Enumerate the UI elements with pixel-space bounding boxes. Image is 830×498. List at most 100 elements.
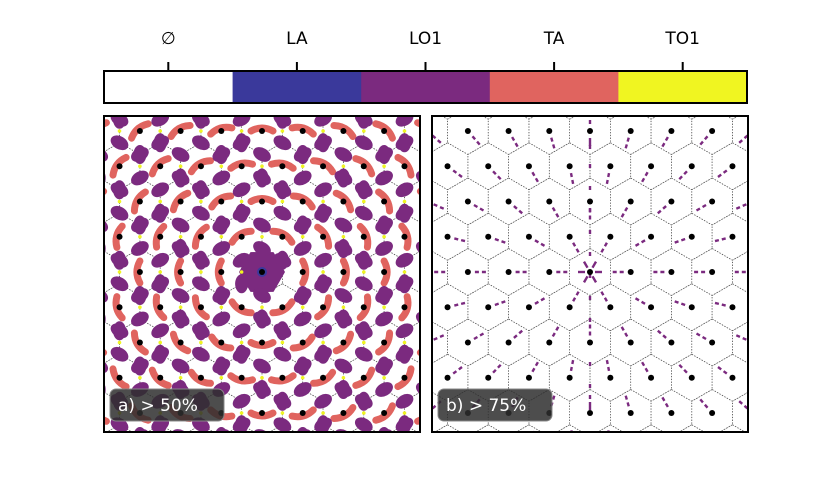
gamma-point [525,233,532,240]
heat-region-lo1 [316,415,330,432]
heat-region-lo1 [375,288,393,303]
heat-region-ta [96,261,99,283]
heat-region-to1 [362,340,366,345]
heat-region-lo1 [678,169,689,181]
heat-region-to1 [402,270,407,274]
heat-region-to1 [178,164,183,169]
heat-region-lo1 [634,297,647,306]
gamma-point [360,233,367,240]
heat-region-lo1 [255,168,269,188]
heat-region-lo1 [151,252,170,268]
gamma-point [668,269,675,275]
heat-region-lo1 [453,301,466,307]
gamma-point [320,374,327,381]
heat-region-lo1 [620,326,629,338]
heat-region-lo1 [212,288,231,303]
heat-region-to1 [178,375,183,380]
heat-region-lo1 [153,203,167,223]
heat-region-lo1 [491,169,502,181]
heat-region-lo1 [276,462,289,481]
gamma-point [96,128,102,134]
heat-region-ta [152,222,168,251]
heat-region-to1 [138,305,142,310]
heat-region-to1 [280,129,285,133]
gamma-point [688,163,695,170]
gamma-point [259,128,265,134]
gamma-point [546,198,553,205]
gamma-point [96,340,102,346]
heat-region-to1 [402,411,407,415]
bz-boundary [569,389,611,432]
gamma-point [688,233,695,240]
heat-region-to1 [239,270,244,274]
heat-region-lo1 [641,361,650,374]
heat-region-lo1 [316,344,330,364]
gamma-point [770,93,776,99]
heat-region-lo1 [232,393,251,409]
heat-region-lo1 [131,241,149,256]
heat-region-to1 [341,305,346,310]
heat-region-lo1 [131,311,149,327]
heat-region-lo1 [273,205,292,221]
gamma-point [607,163,614,170]
heat-region-lo1 [373,450,396,471]
bz-boundary [432,116,448,153]
heat-region-to1 [199,270,203,274]
gamma-point [381,410,388,416]
heat-region-ta [148,155,172,178]
gamma-point [648,163,655,170]
heat-region-ta [112,222,126,251]
gamma-point [157,374,164,381]
gamma-point [76,234,82,240]
gamma-point [381,269,388,275]
heat-region-ta [208,192,235,211]
heat-region-lo1 [334,147,353,162]
gamma-point [404,445,410,451]
heat-region-ta [191,294,210,321]
gamma-point [279,163,286,170]
heat-region-lo1 [314,182,332,198]
heat-region-lo1 [413,450,436,471]
gamma-point [340,410,347,416]
heat-region-lo1 [210,450,233,471]
heat-region-lo1 [110,346,129,362]
heat-region-lo1 [235,274,249,294]
gamma-point [770,234,776,240]
heat-region-to1 [301,446,305,450]
heat-region-lo1 [395,393,414,409]
heat-region-ta [269,298,296,317]
heat-region-to1 [138,446,142,450]
heat-region-ta [288,406,317,421]
colorbar-segment [232,71,362,103]
gamma-point [197,163,204,170]
heat-region-to1 [260,305,264,310]
heat-region-to1 [382,305,386,310]
heat-region-lo1 [375,217,393,233]
heat-region-lo1 [512,329,523,340]
heat-region-ta [104,187,108,196]
gamma-point [76,445,82,451]
heat-region-lo1 [293,241,312,256]
gamma-point [177,198,184,205]
gamma-point [587,198,593,205]
gamma-point [729,163,736,170]
heat-region-to1 [423,164,427,168]
bz-boundary [528,389,570,432]
gamma-point [259,339,265,346]
gamma-point [157,233,164,240]
gamma-point [177,128,184,134]
heat-region-lo1 [235,415,249,432]
heat-region-lo1 [375,241,393,256]
gamma-point [177,269,184,275]
heat-region-lo1 [600,241,609,253]
heat-region-lo1 [212,241,231,256]
heat-region-ta [271,447,293,451]
heat-region-lo1 [253,217,271,233]
bz-boundary [610,389,652,432]
gamma-point [485,374,492,381]
heat-region-lo1 [591,275,598,283]
heat-region-lo1 [661,396,670,409]
heat-region-to1 [117,340,122,345]
heat-region-to1 [138,234,142,239]
heat-region-lo1 [131,170,149,186]
